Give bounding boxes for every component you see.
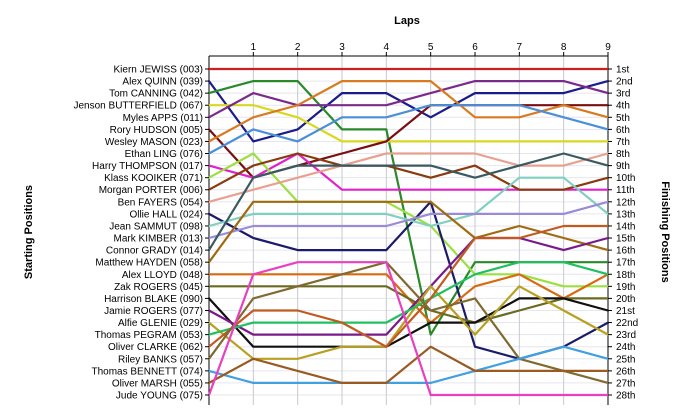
series-lines [207, 67, 610, 397]
finishing-labels: 1st2nd3rd4th5th6th7th8th9th10th11th12th1… [608, 65, 638, 402]
starting-labels: Kiern JEWISS (003)Alex QUINN (039)Tom CA… [74, 65, 209, 402]
starting-label: Ollie HALL (024) [129, 209, 203, 220]
starting-label: Morgan PORTER (006) [99, 185, 203, 196]
x-tick-label: 1 [251, 42, 257, 53]
starting-label: Jenson BUTTERFIELD (067) [74, 101, 204, 112]
finishing-label: 28th [616, 391, 635, 402]
series-line [207, 285, 610, 324]
series-line [207, 261, 610, 336]
finishing-label: 14th [616, 221, 635, 232]
starting-label: Mark KIMBER (013) [114, 234, 203, 245]
finishing-label: 3rd [616, 89, 630, 100]
finishing-label: 22nd [616, 318, 638, 329]
finishing-label: 10th [616, 173, 635, 184]
finishing-label: 13th [616, 209, 635, 220]
series-line [207, 345, 610, 384]
starting-label: Jamie ROGERS (077) [104, 306, 203, 317]
finishing-label: 9th [616, 161, 630, 172]
finishing-label: 8th [616, 149, 630, 160]
finishing-label: 19th [616, 282, 635, 293]
starting-label: Wesley MASON (023) [105, 137, 203, 148]
series-line [207, 285, 610, 360]
starting-label: Rory HUDSON (005) [110, 125, 203, 136]
starting-label: Zak ROGERS (045) [114, 282, 203, 293]
series-line [207, 152, 610, 203]
finishing-label: 2nd [616, 77, 633, 88]
x-tick-label: 9 [605, 42, 611, 53]
starting-label: Harrison BLAKE (090) [104, 294, 203, 305]
finishing-label: 16th [616, 246, 635, 257]
finishing-label: 4th [616, 101, 630, 112]
x-tick-label: 3 [339, 42, 345, 53]
finishing-label: 7th [616, 137, 630, 148]
finishing-label: 25th [616, 354, 635, 365]
starting-label: Kiern JEWISS (003) [114, 65, 203, 76]
finishing-label: 1st [616, 65, 630, 76]
starting-label: Thomas BENNETT (074) [91, 366, 203, 377]
y-axis-title-right: Finishing Positions [659, 181, 671, 282]
series-line [207, 224, 610, 348]
series-line [207, 79, 610, 119]
starting-label: Ben FAYERS (054) [118, 197, 203, 208]
finishing-label: 6th [616, 125, 630, 136]
starting-label: Alex QUINN (039) [122, 77, 203, 88]
series-line [207, 345, 610, 384]
finishing-label: 23rd [616, 330, 636, 341]
starting-label: Myles APPS (011) [123, 113, 203, 124]
starting-label: Ethan LING (076) [125, 149, 203, 160]
finishing-label: 18th [616, 270, 635, 281]
x-axis-ticks: 1 2 3 4 5 6 7 8 9 [209, 42, 611, 57]
finishing-label: 26th [616, 366, 635, 377]
starting-label: Connor GRADY (014) [106, 246, 203, 257]
starting-label: Tom CANNING (042) [109, 89, 203, 100]
starting-label: Matthew HAYDEN (058) [95, 258, 203, 269]
finishing-label: 24th [616, 342, 635, 353]
starting-label: Alex LLOYD (048) [122, 270, 203, 281]
finishing-label: 17th [616, 258, 635, 269]
series-line [207, 104, 610, 155]
starting-label: Harry THOMPSON (017) [92, 161, 203, 172]
x-tick-label: 7 [517, 42, 523, 53]
series-line [207, 200, 610, 240]
x-tick-label: 6 [472, 42, 478, 53]
x-tick-label: 8 [561, 42, 567, 53]
starting-label: Jude YOUNG (075) [116, 391, 203, 402]
starting-label: Thomas PEGRAM (053) [95, 330, 203, 341]
finishing-label: 12th [616, 197, 635, 208]
finishing-label: 15th [616, 234, 635, 245]
x-tick-label: 4 [384, 42, 390, 53]
series-line [207, 261, 610, 384]
starting-label: Oliver CLARKE (062) [108, 342, 203, 353]
starting-label: Oliver MARSH (055) [112, 378, 203, 389]
series-line [207, 152, 610, 191]
series-line [207, 152, 610, 288]
finishing-label: 20th [616, 294, 635, 305]
finishing-label: 5th [616, 113, 630, 124]
x-tick-label: 2 [295, 42, 301, 53]
x-tick-label: 5 [428, 42, 434, 53]
x-axis-title: Laps [394, 15, 420, 27]
starting-label: Riley BANKS (057) [118, 354, 203, 365]
y-axis-title-left: Starting Positions [23, 185, 35, 279]
finishing-label: 21st [616, 306, 635, 317]
finishing-label: 11th [616, 185, 635, 196]
starting-label: Jean SAMMUT (098) [109, 221, 203, 232]
finishing-label: 27th [616, 378, 635, 389]
starting-label: Klass KOOIKER (071) [104, 173, 203, 184]
series-line [207, 261, 610, 397]
series-line [207, 152, 610, 252]
starting-label: Alfie GLENIE (029) [118, 318, 203, 329]
